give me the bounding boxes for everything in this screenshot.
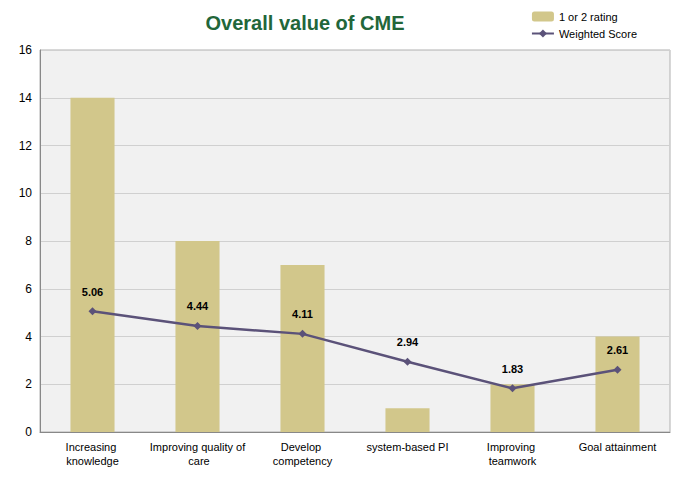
svg-text:6: 6 [25, 282, 32, 296]
svg-text:Improving quality of: Improving quality of [150, 441, 246, 453]
svg-text:4.11: 4.11 [292, 308, 313, 320]
svg-text:knowledge: knowledge [66, 455, 119, 467]
svg-text:16: 16 [19, 43, 33, 57]
svg-text:10: 10 [19, 186, 33, 200]
svg-text:Overall value of CME: Overall value of CME [206, 12, 405, 34]
svg-text:2: 2 [25, 377, 32, 391]
svg-text:competency: competency [273, 455, 333, 467]
svg-text:teamwork: teamwork [489, 455, 537, 467]
svg-text:1 or 2 rating: 1 or 2 rating [559, 11, 618, 23]
svg-text:0: 0 [25, 425, 32, 439]
svg-text:4: 4 [25, 330, 32, 344]
svg-text:14: 14 [19, 91, 33, 105]
svg-text:care: care [185, 455, 209, 467]
svg-text:1.83: 1.83 [502, 363, 523, 375]
svg-text:2.94: 2.94 [397, 336, 419, 348]
svg-text:4.44: 4.44 [187, 300, 209, 312]
svg-text:Weighted Score: Weighted Score [559, 28, 637, 40]
svg-text:Develop: Develop [281, 441, 324, 453]
svg-text:Increasing: Increasing [66, 441, 120, 453]
svg-text:2.61: 2.61 [607, 344, 628, 356]
svg-text:Improving: Improving [487, 441, 538, 453]
svg-text:Goal attainment: Goal attainment [579, 441, 657, 453]
svg-text:12: 12 [19, 139, 33, 153]
svg-text:system-based PI: system-based PI [367, 441, 449, 453]
svg-text:5.06: 5.06 [82, 286, 103, 298]
svg-text:8: 8 [25, 234, 32, 248]
